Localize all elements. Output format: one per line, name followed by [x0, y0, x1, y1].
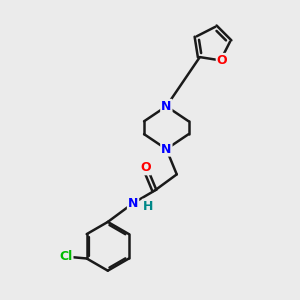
Text: O: O	[217, 54, 227, 67]
Text: N: N	[161, 100, 172, 113]
Text: O: O	[140, 161, 151, 174]
Text: N: N	[128, 197, 138, 210]
Text: N: N	[161, 142, 172, 156]
Text: Cl: Cl	[59, 250, 73, 263]
Text: H: H	[143, 200, 153, 213]
